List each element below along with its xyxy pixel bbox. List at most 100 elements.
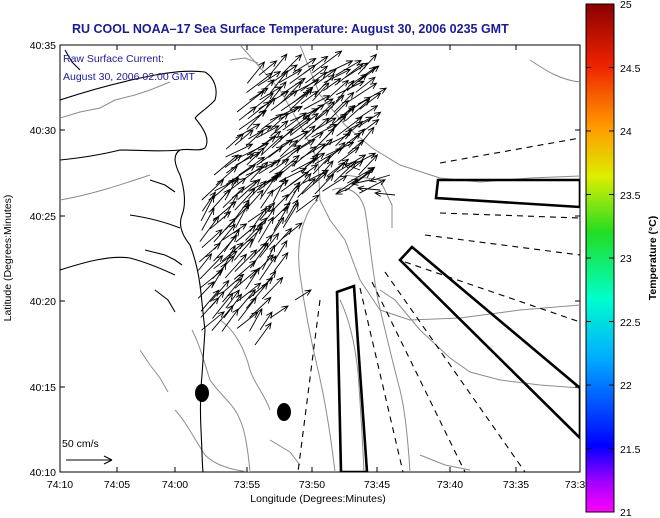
buoy-marker-1 xyxy=(195,384,209,402)
colorbar-tick-label: 21 xyxy=(620,507,632,518)
axis-ticks xyxy=(59,44,581,473)
current-vector-arrow xyxy=(235,201,250,229)
shipping-lanes xyxy=(335,178,580,472)
current-vector-arrow xyxy=(337,146,360,163)
y-tick-label: 40:15 xyxy=(30,382,56,394)
current-vector-arrow xyxy=(201,311,225,331)
current-vector-arrow xyxy=(302,109,330,132)
current-vector-arrow xyxy=(258,60,278,76)
current-vector-arrow xyxy=(213,234,238,262)
current-vector-arrow xyxy=(245,282,269,309)
current-vector-arrow xyxy=(358,65,380,82)
current-vector-arrow xyxy=(261,276,284,300)
current-vector-arrow xyxy=(258,216,274,243)
coastline xyxy=(60,49,217,472)
current-vector-arrow xyxy=(268,138,294,158)
current-vector-arrow xyxy=(221,308,239,332)
current-vector-arrow xyxy=(236,288,257,312)
current-vector-arrow xyxy=(234,129,254,146)
current-vector-arrow xyxy=(373,190,396,197)
x-tick-label: 73:40 xyxy=(437,479,463,491)
current-vector-arrow xyxy=(295,194,320,213)
current-vector-arrow xyxy=(290,112,319,136)
colorbar-ticks xyxy=(586,3,614,513)
current-vector-arrow xyxy=(347,138,365,154)
current-vector-arrow xyxy=(304,117,330,140)
current-vector-arrow xyxy=(323,77,342,92)
current-vector-arrow xyxy=(312,50,343,74)
colorbar-tick-label: 22 xyxy=(620,380,632,392)
figure-title: RU COOL NOAA–17 Sea Surface Temperature:… xyxy=(72,22,509,36)
current-vector-arrow xyxy=(234,249,258,272)
current-vector-arrow xyxy=(273,251,289,272)
current-vector-arrow xyxy=(301,171,328,195)
x-tick-label: 73:35 xyxy=(503,479,529,491)
y-tick-label: 40:25 xyxy=(30,211,56,223)
current-vector-arrow xyxy=(280,81,303,104)
current-vector-arrow xyxy=(224,253,248,279)
current-vector-arrow xyxy=(259,201,276,221)
current-vector-arrow xyxy=(209,210,232,230)
colorbar-tick-label: 21.5 xyxy=(620,444,641,456)
current-vector-arrow xyxy=(345,160,364,175)
current-vector-arrow xyxy=(211,304,234,331)
current-vector-arrow xyxy=(247,101,271,120)
current-vector-arrow xyxy=(278,69,303,83)
scale-arrow-label: 50 cm/s xyxy=(62,438,99,450)
current-vector-arrow xyxy=(335,79,355,102)
current-vector-arrow xyxy=(199,269,224,289)
current-vector-arrow xyxy=(324,79,350,102)
current-vector-arrow xyxy=(201,191,217,212)
current-vector-arrow xyxy=(273,239,288,262)
current-vector-arrow xyxy=(225,289,240,309)
current-vector-arrow xyxy=(294,289,312,301)
current-vector-arrow xyxy=(256,125,280,139)
current-vector-arrow xyxy=(357,87,388,105)
current-vector-arrow xyxy=(357,53,378,75)
current-vector-arrow xyxy=(254,322,272,346)
x-tick-label: 73:3 xyxy=(565,479,586,491)
colorbar-label: Temperature (°C) xyxy=(647,216,659,301)
current-vector-arrow xyxy=(246,72,274,93)
current-vector-arrow xyxy=(249,242,269,269)
current-vector-arrow xyxy=(279,139,299,158)
current-vector-arrow xyxy=(245,267,260,290)
current-vector-arrow xyxy=(245,217,268,241)
current-vector-arrow xyxy=(326,94,345,112)
current-vector-arrow xyxy=(246,147,265,166)
x-tick-label: 73:45 xyxy=(364,479,390,491)
current-vector-arrow xyxy=(312,155,331,175)
current-vector-arrow xyxy=(200,195,215,222)
current-vector-arrow xyxy=(248,125,273,140)
current-vector-arrow xyxy=(260,134,283,156)
current-vector-arrow xyxy=(248,180,267,200)
x-tick-label: 74:05 xyxy=(104,479,130,491)
current-vector-arrow xyxy=(289,87,314,111)
current-annotation-line1: Raw Surface Current: xyxy=(63,53,164,65)
colorbar-tick-label: 23.5 xyxy=(620,190,641,202)
x-tick-label: 73:50 xyxy=(299,479,325,491)
current-vector-arrow xyxy=(289,64,317,84)
current-vector-arrow xyxy=(335,128,353,147)
current-vector-arrow xyxy=(270,120,289,137)
current-vector-arrow xyxy=(322,175,348,192)
current-vector-arrow xyxy=(249,296,272,318)
colorbar-tick-labels: 25 24.5 24 23.5 23 22.5 22 21.5 21 xyxy=(620,0,641,518)
current-vector-arrow xyxy=(311,123,338,138)
current-vector-arrow xyxy=(200,289,220,312)
current-vector-arrow xyxy=(223,192,238,219)
current-vector-arrow xyxy=(238,106,258,121)
current-vector-arrow xyxy=(356,166,376,182)
current-vector-arrow xyxy=(347,82,378,103)
current-vector-arrow xyxy=(261,244,276,271)
current-vector-arrow xyxy=(334,62,364,86)
current-vector-arrow xyxy=(359,92,382,110)
current-vector-arrow xyxy=(199,254,224,280)
current-vector-arrow xyxy=(297,177,316,198)
current-vector-arrow xyxy=(238,156,266,176)
current-vector-arrow xyxy=(270,89,299,111)
x-tick-labels: 74:10 74:05 74:00 73:55 73:50 73:45 73:4… xyxy=(47,479,586,491)
current-vector-arrow xyxy=(235,224,257,243)
current-vector-arrow xyxy=(305,65,329,84)
current-vector-arrow xyxy=(342,163,361,171)
